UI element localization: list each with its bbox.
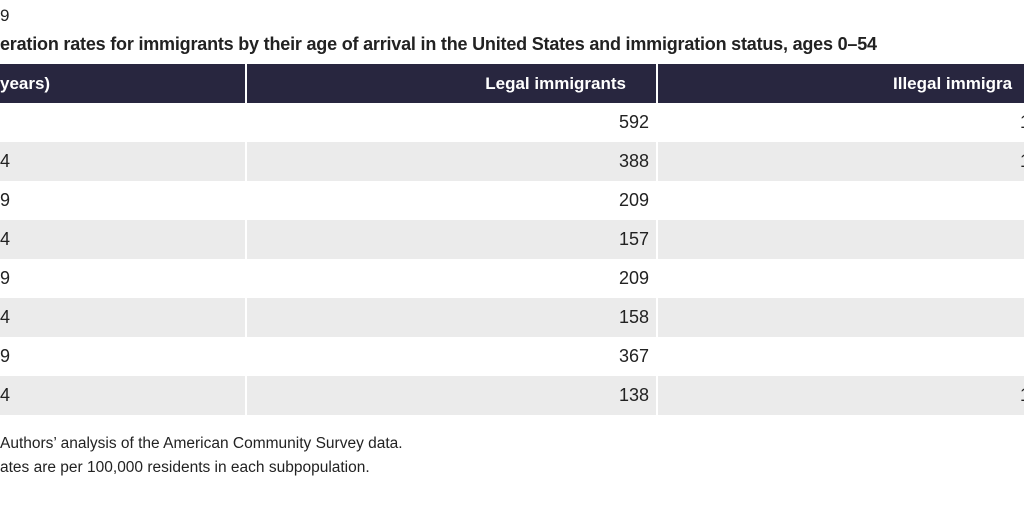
column-separator <box>656 64 658 415</box>
source-note: Authors’ analysis of the American Commun… <box>0 435 403 452</box>
figure-label: 9 <box>0 6 10 25</box>
table-cell: 1 <box>1020 142 1024 181</box>
table-cell: 1 <box>1020 376 1024 415</box>
table-cell: 9 <box>0 268 11 288</box>
table-title: eration rates for immigrants by their ag… <box>0 34 877 54</box>
table-row: 9 209 <box>0 259 1024 298</box>
table-row: 592 1 <box>0 103 1024 142</box>
column-header: years) <box>0 74 51 93</box>
table-cell: 4 <box>0 385 11 405</box>
table-cell: 157 <box>618 229 649 249</box>
table-cell: 4 <box>0 307 11 327</box>
footnote: ates are per 100,000 residents in each s… <box>0 459 370 476</box>
table-cell: 138 <box>618 385 649 405</box>
table-row: 4 388 1 <box>0 142 1024 181</box>
table-row: 4 158 <box>0 298 1024 337</box>
table-cell: 158 <box>618 307 649 327</box>
table-row: 9 367 <box>0 337 1024 376</box>
table-cell: 1 <box>1020 103 1024 142</box>
column-header: Legal immigrants <box>485 74 626 93</box>
table-cell: 4 <box>0 151 11 171</box>
table-cell: 388 <box>618 151 649 171</box>
table-cell: 9 <box>0 190 11 210</box>
table-cell: 209 <box>618 190 649 210</box>
table-cell: 4 <box>0 229 11 249</box>
table-cell: 367 <box>618 346 649 366</box>
column-header: Illegal immigra <box>893 74 1013 93</box>
header-row <box>0 64 1024 103</box>
table-cell: 209 <box>618 268 649 288</box>
table-row: 4 157 <box>0 220 1024 259</box>
table-row: 9 209 <box>0 181 1024 220</box>
table-cell: 592 <box>618 112 649 132</box>
column-separator <box>245 64 247 415</box>
table-row: 4 138 1 <box>0 376 1024 415</box>
table-cell: 9 <box>0 346 11 366</box>
